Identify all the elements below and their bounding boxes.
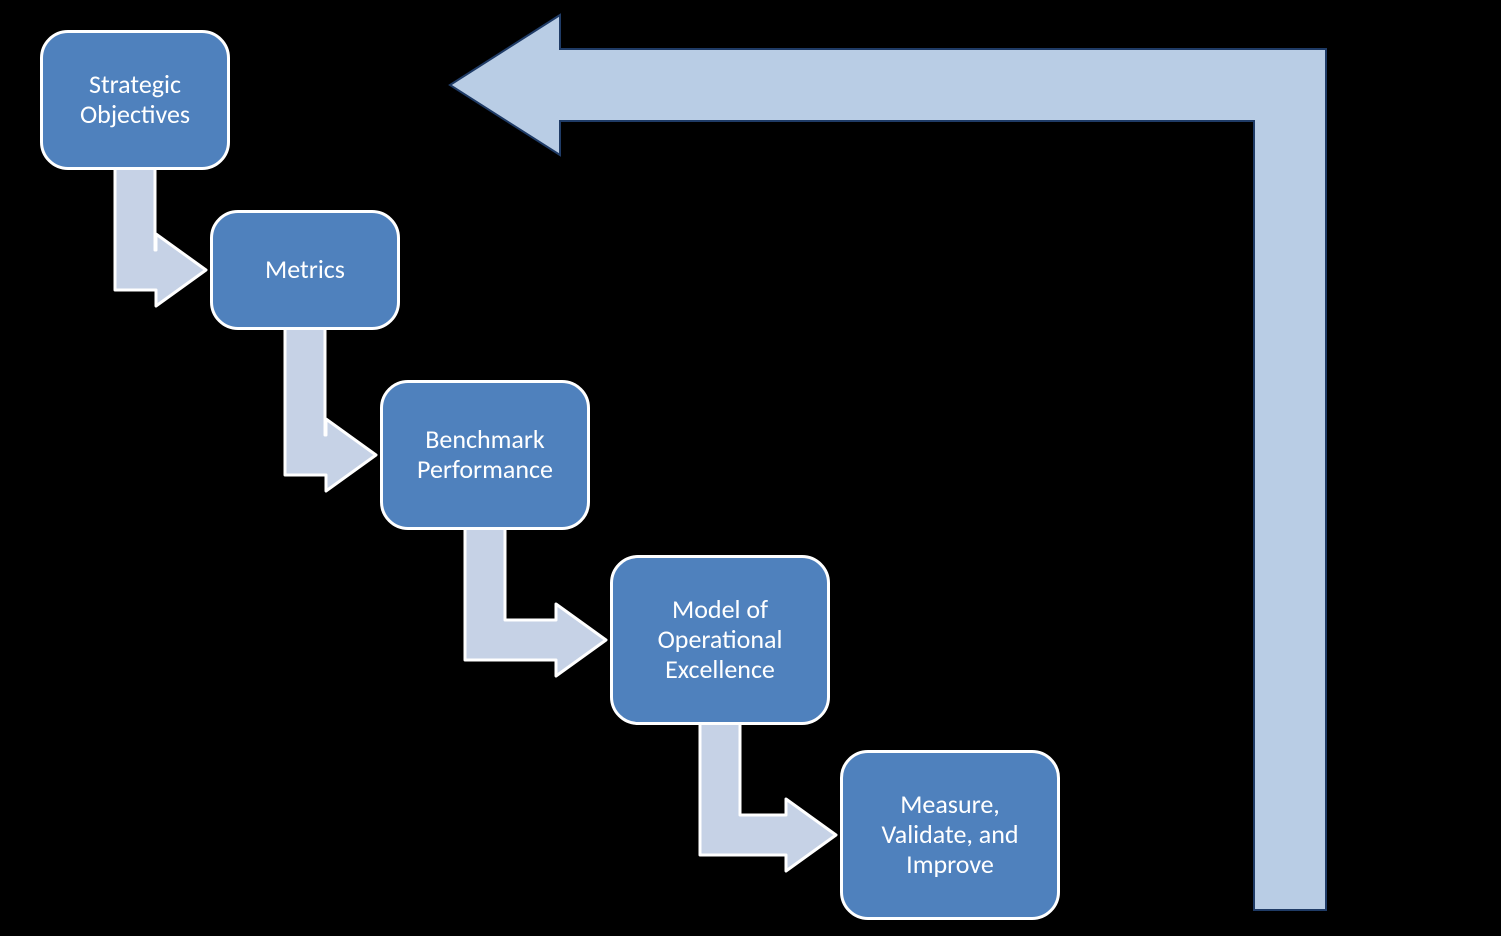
flowchart-stage: Strategic ObjectivesMetricsBenchmark Per… <box>0 0 1501 936</box>
feedback-arrow <box>0 0 1501 936</box>
